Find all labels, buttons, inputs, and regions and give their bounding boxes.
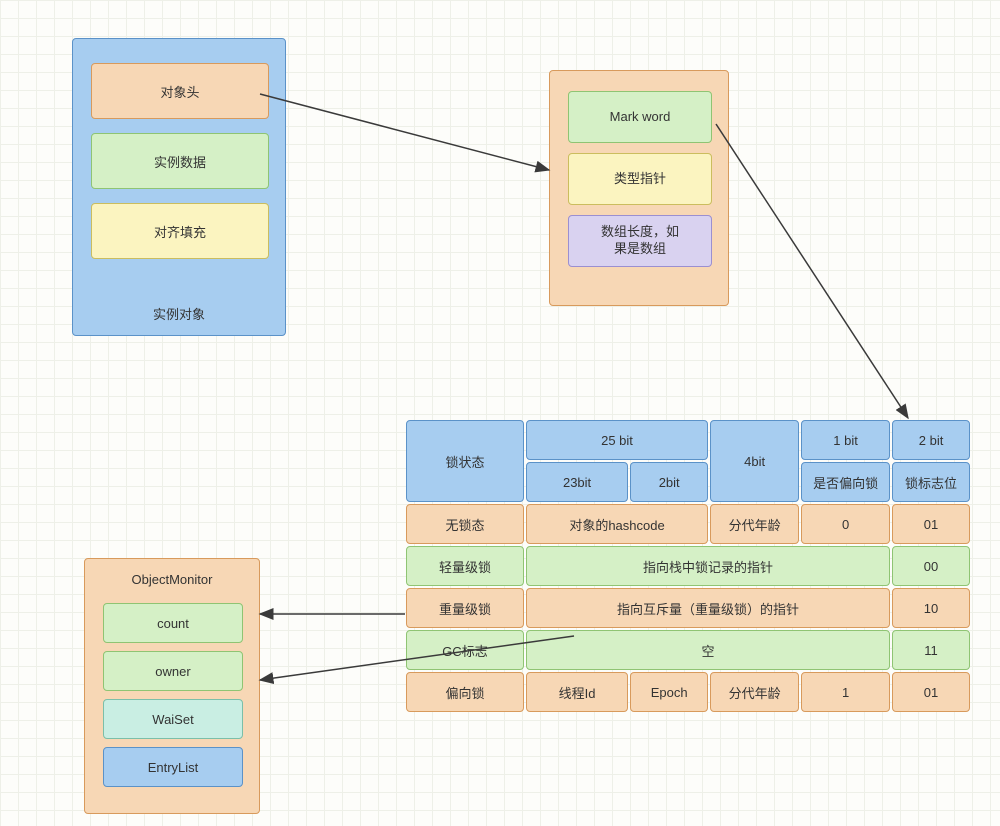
- object-monitor-container: ObjectMonitor count owner WaiSet EntryList: [84, 558, 260, 814]
- instance-object-label: 实例对象: [73, 303, 285, 323]
- table-cell: 2 bit: [892, 420, 970, 460]
- markword-table: 锁状态25 bit4bit1 bit2 bit23bit2bit是否偏向锁锁标志…: [404, 418, 972, 714]
- table-cell: 轻量级锁: [406, 546, 524, 586]
- table-cell: 锁状态: [406, 420, 524, 502]
- table-row: GC标志空11: [406, 630, 970, 670]
- table-cell: 是否偏向锁: [801, 462, 890, 502]
- table-cell: 对象的hashcode: [526, 504, 708, 544]
- table-row: 偏向锁线程IdEpoch分代年龄101: [406, 672, 970, 712]
- table-cell: 11: [892, 630, 970, 670]
- table-header-row: 锁状态25 bit4bit1 bit2 bit: [406, 420, 970, 460]
- table-cell: 1 bit: [801, 420, 890, 460]
- table-cell: Epoch: [630, 672, 708, 712]
- table-cell: 指向栈中锁记录的指针: [526, 546, 890, 586]
- monitor-item: WaiSet: [103, 699, 243, 739]
- table-cell: 01: [892, 504, 970, 544]
- table-cell: 01: [892, 672, 970, 712]
- table-row: 无锁态对象的hashcode分代年龄001: [406, 504, 970, 544]
- header-item: Mark word: [568, 91, 712, 143]
- table-row: 轻量级锁指向栈中锁记录的指针00: [406, 546, 970, 586]
- monitor-item: EntryList: [103, 747, 243, 787]
- table-cell: 分代年龄: [710, 504, 799, 544]
- monitor-item: owner: [103, 651, 243, 691]
- instance-object-container: 实例对象 对象头实例数据对齐填充: [72, 38, 286, 336]
- table-cell: 锁标志位: [892, 462, 970, 502]
- header-item: 类型指针: [568, 153, 712, 205]
- object-header-container: Mark word 类型指针数组长度，如 果是数组: [549, 70, 729, 306]
- arrow: [260, 94, 549, 170]
- instance-item: 对齐填充: [91, 203, 269, 259]
- instance-item: 对象头: [91, 63, 269, 119]
- header-item: 数组长度，如 果是数组: [568, 215, 712, 267]
- table-cell: 分代年龄: [710, 672, 799, 712]
- arrow: [716, 124, 908, 418]
- table-cell: 指向互斥量（重量级锁）的指针: [526, 588, 890, 628]
- table-cell: 线程Id: [526, 672, 628, 712]
- table-cell: 无锁态: [406, 504, 524, 544]
- table-row: 重量级锁指向互斥量（重量级锁）的指针10: [406, 588, 970, 628]
- object-monitor-label: ObjectMonitor: [85, 569, 259, 589]
- monitor-item: count: [103, 603, 243, 643]
- table-cell: 1: [801, 672, 890, 712]
- table-cell: 10: [892, 588, 970, 628]
- table-cell: 偏向锁: [406, 672, 524, 712]
- table-cell: 2bit: [630, 462, 708, 502]
- table-cell: 4bit: [710, 420, 799, 502]
- table-cell: 重量级锁: [406, 588, 524, 628]
- table-cell: 23bit: [526, 462, 628, 502]
- instance-item: 实例数据: [91, 133, 269, 189]
- table-cell: 空: [526, 630, 890, 670]
- table-cell: 0: [801, 504, 890, 544]
- table-cell: 00: [892, 546, 970, 586]
- table-cell: 25 bit: [526, 420, 708, 460]
- table-cell: GC标志: [406, 630, 524, 670]
